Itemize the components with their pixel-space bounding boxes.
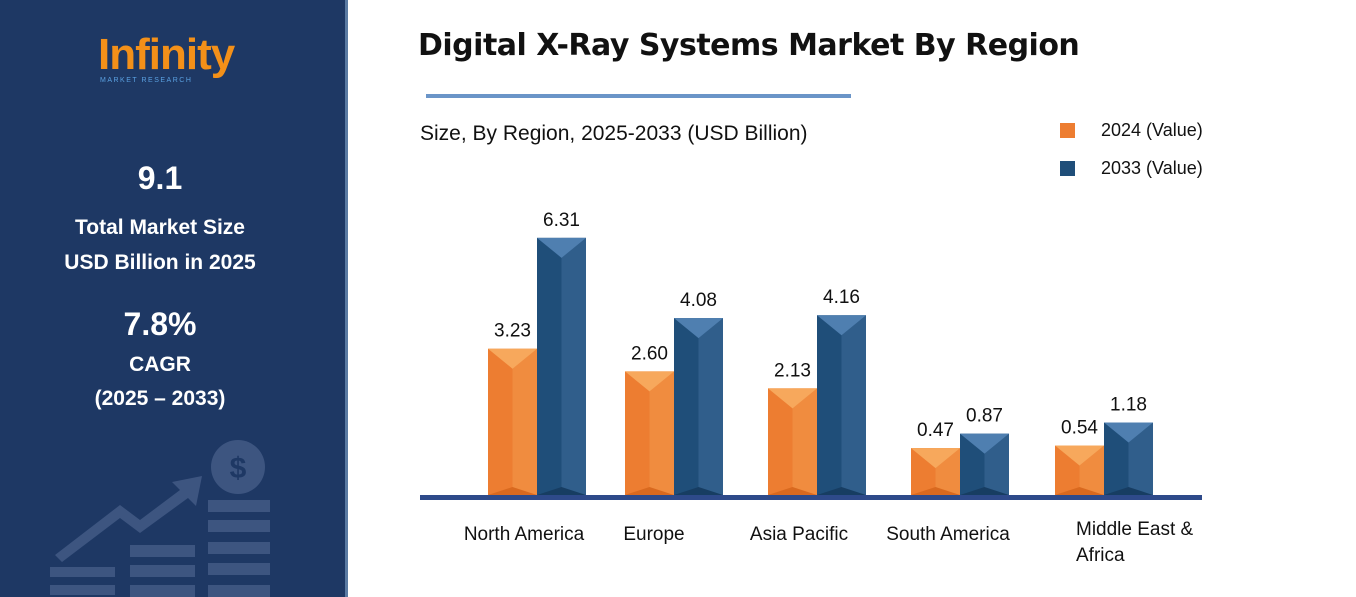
market-size-label: Total Market Size: [75, 216, 245, 239]
title-underline: [426, 94, 851, 98]
data-label: 1.18: [1110, 395, 1147, 416]
data-label: 2.13: [774, 360, 811, 381]
bar-1-2: [817, 315, 866, 495]
chart-subtitle: Size, By Region, 2025-2033 (USD Billion): [420, 122, 808, 145]
growth-chart-icon: $: [50, 440, 270, 597]
bar-top-bevel: [537, 237, 586, 258]
bar-bottom-bevel: [625, 487, 674, 495]
bar-1-0: [537, 237, 586, 495]
bar-bottom-bevel: [1104, 487, 1153, 495]
bar-highlight: [841, 315, 866, 495]
market-size-unit: USD Billion in 2025: [64, 251, 256, 274]
bar-highlight: [512, 348, 537, 495]
x-tick-label: North America: [464, 524, 585, 545]
data-label: 0.47: [917, 420, 954, 441]
cagr-period: (2025 – 2033): [94, 387, 226, 410]
bar-top-bevel: [768, 388, 817, 409]
x-tick-label: Africa: [1076, 545, 1125, 566]
bar-top-bevel: [1055, 445, 1104, 466]
data-label: 6.31: [543, 210, 580, 231]
data-label: 2.60: [631, 343, 668, 364]
bar-top-bevel: [1104, 422, 1153, 443]
cagr-value: 7.8%: [123, 306, 197, 342]
data-label: 4.16: [823, 287, 860, 308]
bar-bottom-bevel: [674, 487, 723, 495]
bar-highlight: [561, 237, 586, 495]
bar-highlight: [792, 388, 817, 495]
bar-bottom-bevel: [911, 487, 960, 495]
bar-top-bevel: [625, 371, 674, 392]
bar-bottom-bevel: [960, 487, 1009, 495]
bar-top-bevel: [674, 318, 723, 339]
bar-highlight: [698, 318, 723, 495]
x-tick-label: South America: [886, 524, 1010, 545]
bar-top-bevel: [488, 348, 537, 369]
legend-item-2033: 2033 (Value): [1060, 158, 1203, 179]
bar-highlight: [649, 371, 674, 495]
bar-0-0: [488, 348, 537, 495]
bar-0-1: [625, 371, 674, 495]
data-label: 3.23: [494, 321, 531, 342]
bar-bottom-bevel: [537, 487, 586, 495]
logo-subtitle: MARKET RESEARCH: [100, 77, 193, 84]
bar-bottom-bevel: [768, 487, 817, 495]
x-tick-label: Europe: [623, 524, 684, 545]
bar-top-bevel: [911, 448, 960, 469]
legend-swatch: [1060, 161, 1075, 176]
chart-title: Digital X-Ray Systems Market By Region: [418, 28, 1080, 63]
logo: Infinity: [98, 30, 235, 79]
market-size-value: 9.1: [137, 160, 183, 196]
x-tick-label: Asia Pacific: [750, 524, 848, 545]
legend-swatch: [1060, 123, 1075, 138]
sidebar: Infinity MARKET RESEARCH 9.1 Total Marke…: [0, 0, 348, 597]
legend-label: 2024 (Value): [1101, 120, 1203, 140]
bar-top-bevel: [817, 315, 866, 336]
bar-bottom-bevel: [817, 487, 866, 495]
bar-bottom-bevel: [488, 487, 537, 495]
bar-bottom-bevel: [1055, 487, 1104, 495]
bar-1-1: [674, 318, 723, 495]
legend-label: 2033 (Value): [1101, 158, 1203, 178]
cagr-label: CAGR: [129, 353, 191, 376]
x-tick-label: Middle East &: [1076, 519, 1194, 540]
svg-text:$: $: [230, 452, 247, 485]
data-label: 0.54: [1061, 418, 1098, 439]
x-axis-line: [420, 495, 1202, 500]
data-label: 0.87: [966, 406, 1003, 427]
legend-item-2024: 2024 (Value): [1060, 120, 1203, 141]
bar-top-bevel: [960, 433, 1009, 454]
data-label: 4.08: [680, 290, 717, 311]
